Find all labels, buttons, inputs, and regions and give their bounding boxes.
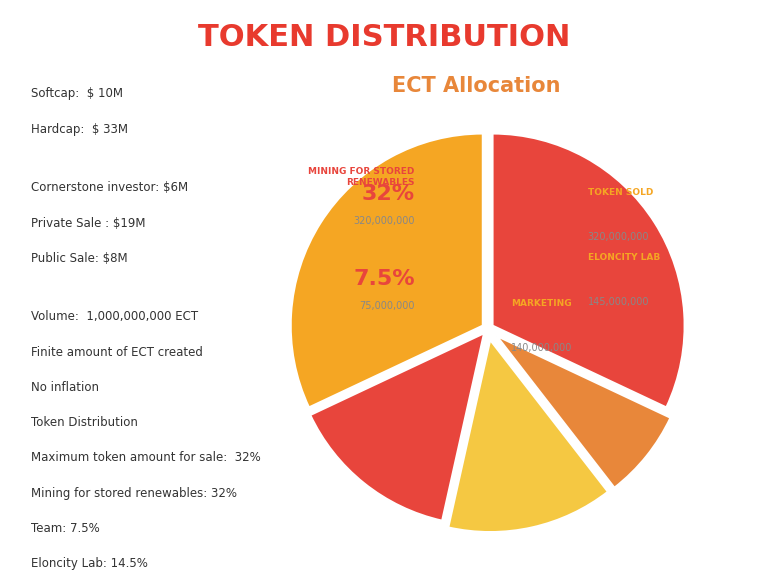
Text: Eloncity Lab: 14.5%: Eloncity Lab: 14.5% xyxy=(31,557,147,570)
Text: 145,000,000: 145,000,000 xyxy=(588,297,649,307)
Text: 14%: 14% xyxy=(515,311,568,331)
Wedge shape xyxy=(497,336,670,488)
Text: 320,000,000: 320,000,000 xyxy=(353,216,415,226)
Text: TOKEN SOLD: TOKEN SOLD xyxy=(588,188,653,197)
Text: 32%: 32% xyxy=(588,200,641,220)
Wedge shape xyxy=(492,133,684,407)
Text: Finite amount of ECT created: Finite amount of ECT created xyxy=(31,346,203,359)
Text: Private Sale : $19M: Private Sale : $19M xyxy=(31,217,145,230)
Wedge shape xyxy=(291,133,483,407)
Text: ECT Allocation: ECT Allocation xyxy=(392,76,561,96)
Text: 75,000,000: 75,000,000 xyxy=(359,301,415,311)
Text: ELONCITY LAB: ELONCITY LAB xyxy=(588,253,660,262)
Text: Public Sale: $8M: Public Sale: $8M xyxy=(31,252,127,265)
Text: 32%: 32% xyxy=(362,184,415,204)
Text: MARKETING: MARKETING xyxy=(511,299,571,308)
Text: Team: 7.5%: Team: 7.5% xyxy=(31,522,100,535)
Text: Token Distribution: Token Distribution xyxy=(31,416,137,429)
Text: Cornerstone investor: $6M: Cornerstone investor: $6M xyxy=(31,181,188,194)
Text: Softcap:  $ 10M: Softcap: $ 10M xyxy=(31,87,123,100)
Wedge shape xyxy=(449,340,608,532)
Text: Volume:  1,000,000,000 ECT: Volume: 1,000,000,000 ECT xyxy=(31,311,198,323)
Text: 320,000,000: 320,000,000 xyxy=(588,231,649,241)
Text: No inflation: No inflation xyxy=(31,381,99,394)
Text: Hardcap:  $ 33M: Hardcap: $ 33M xyxy=(31,123,127,136)
Text: 7.5%: 7.5% xyxy=(353,269,415,289)
Text: Maximum token amount for sale:  32%: Maximum token amount for sale: 32% xyxy=(31,451,260,464)
Text: TEAM: TEAM xyxy=(386,257,415,266)
Text: Mining for stored renewables: 32%: Mining for stored renewables: 32% xyxy=(31,487,237,500)
Text: TOKEN DISTRIBUTION: TOKEN DISTRIBUTION xyxy=(198,23,570,52)
Text: MINING FOR STORED
RENEWABLES: MINING FOR STORED RENEWABLES xyxy=(308,167,415,187)
Text: 140,000,000: 140,000,000 xyxy=(511,343,572,353)
Text: 14.5%: 14.5% xyxy=(588,265,664,285)
Wedge shape xyxy=(310,333,484,521)
